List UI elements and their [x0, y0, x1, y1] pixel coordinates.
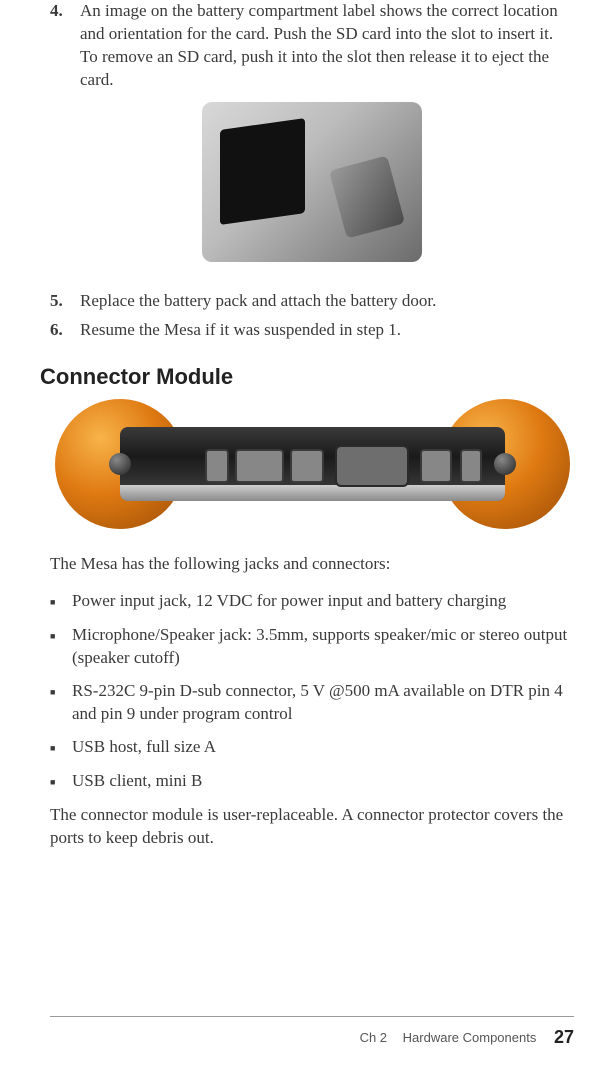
bullet-power-jack: ■ Power input jack, 12 VDC for power inp… [50, 590, 574, 614]
port-audio-jack [235, 449, 284, 483]
bullet-audio-jack: ■ Microphone/Speaker jack: 3.5mm, suppor… [50, 624, 574, 670]
step-5: 5. Replace the battery pack and attach t… [50, 290, 574, 313]
bullet-audio-jack-text: Microphone/Speaker jack: 3.5mm, supports… [72, 624, 574, 670]
rivet-left [109, 453, 131, 475]
section-title-connector-module: Connector Module [40, 362, 574, 392]
connectors-lead-in: The Mesa has the following jacks and con… [50, 553, 574, 576]
step-6-number: 6. [50, 319, 80, 342]
port-usb-mini-b [460, 449, 482, 483]
bullet-icon: ■ [50, 590, 72, 614]
step-5-number: 5. [50, 290, 80, 313]
bullet-rs232-text: RS-232C 9-pin D-sub connector, 5 V @500 … [72, 680, 574, 726]
bullet-usb-host: ■ USB host, full size A [50, 736, 574, 760]
step-5-text: Replace the battery pack and attach the … [80, 290, 574, 313]
bullet-icon: ■ [50, 770, 72, 794]
footer-chapter: Ch 2 [360, 1030, 387, 1045]
step-6: 6. Resume the Mesa if it was suspended i… [50, 319, 574, 342]
bullet-power-jack-text: Power input jack, 12 VDC for power input… [72, 590, 574, 614]
footer-line: Ch 2 Hardware Components 27 [50, 1025, 574, 1049]
bullet-icon: ■ [50, 736, 72, 760]
bullet-usb-host-text: USB host, full size A [72, 736, 574, 760]
bullet-icon: ■ [50, 680, 72, 726]
step-4-text: An image on the battery compartment labe… [80, 0, 574, 92]
step-4: 4. An image on the battery compartment l… [50, 0, 574, 92]
rivet-right [494, 453, 516, 475]
bullet-usb-client-text: USB client, mini B [72, 770, 574, 794]
port-rs232 [335, 445, 409, 487]
port-misc [290, 449, 324, 483]
figure-sd-slot [202, 102, 422, 262]
port-usb-a [420, 449, 452, 483]
bullet-icon: ■ [50, 624, 72, 670]
bullet-usb-client: ■ USB client, mini B [50, 770, 574, 794]
step-4-number: 4. [50, 0, 80, 92]
bullet-rs232: ■ RS-232C 9-pin D-sub connector, 5 V @50… [50, 680, 574, 726]
connector-closing-text: The connector module is user-replaceable… [50, 804, 574, 850]
connector-lip [120, 485, 505, 501]
figure-connector-module [55, 399, 570, 529]
page-footer: Ch 2 Hardware Components 27 [50, 1016, 574, 1049]
step-6-text: Resume the Mesa if it was suspended in s… [80, 319, 574, 342]
footer-section: Hardware Components [403, 1030, 537, 1045]
port-power-jack [205, 449, 229, 483]
footer-rule [50, 1016, 574, 1017]
footer-page-num: 27 [554, 1027, 574, 1047]
